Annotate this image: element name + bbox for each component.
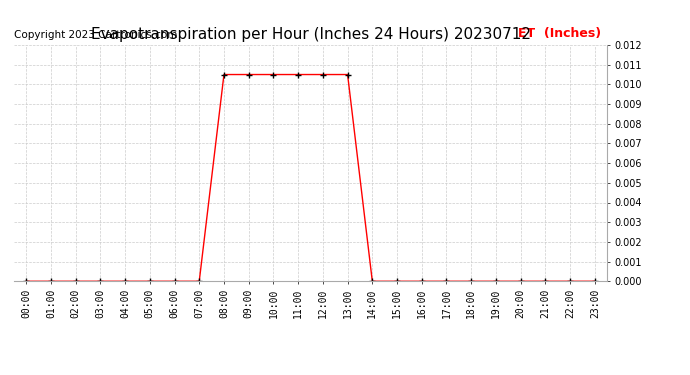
Text: Copyright 2023 Cartronics.com: Copyright 2023 Cartronics.com <box>14 30 177 40</box>
Text: ET  (Inches): ET (Inches) <box>518 27 601 40</box>
Title: Evapotranspiration per Hour (Inches 24 Hours) 20230712: Evapotranspiration per Hour (Inches 24 H… <box>90 27 531 42</box>
